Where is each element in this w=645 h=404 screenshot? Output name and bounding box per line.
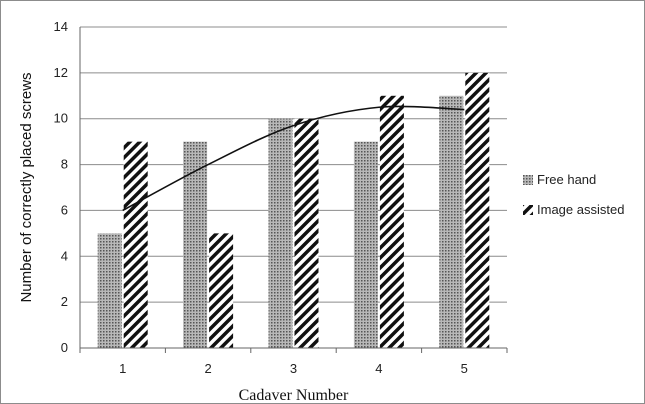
bar-image-assisted-5 [465, 72, 490, 348]
legend-label: Image assisted [537, 202, 624, 217]
y-tick-label: 10 [54, 111, 68, 126]
bar-free-hand-4 [353, 141, 378, 348]
legend-swatch-free-hand [523, 175, 533, 185]
x-tick-label: 3 [290, 361, 297, 376]
bar-free-hand-2 [183, 141, 208, 348]
y-tick-label: 14 [54, 19, 68, 34]
y-tick-label: 12 [54, 65, 68, 80]
gridlines [80, 26, 507, 349]
trendline [122, 105, 465, 212]
legend-label: Free hand [537, 172, 596, 187]
polynomial-trendline [122, 105, 465, 212]
legend-swatch-image-assisted [523, 205, 533, 215]
y-tick-label: 0 [61, 340, 68, 355]
bar-image-assisted-3 [294, 118, 319, 348]
y-tick-label: 2 [61, 294, 68, 309]
x-tick-label: 5 [461, 361, 468, 376]
x-tick-label: 2 [204, 361, 211, 376]
legend: Free hand Image assisted [523, 172, 624, 217]
bar-image-assisted-1 [123, 141, 148, 348]
bar-free-hand-3 [268, 118, 293, 348]
bar-free-hand-1 [97, 233, 122, 348]
y-tick-label: 6 [61, 202, 68, 217]
x-axis-title: Cadaver Number [239, 387, 349, 403]
y-tick-label: 8 [61, 157, 68, 172]
y-tick-label: 4 [61, 248, 68, 263]
bar-free-hand-5 [439, 95, 464, 349]
bar-image-assisted-2 [209, 233, 234, 348]
bar-image-assisted-4 [379, 95, 404, 349]
x-tick-label: 4 [375, 361, 382, 376]
x-tick-label: 1 [119, 361, 126, 376]
y-axis-title: Number of correctly placed screws [18, 72, 35, 302]
